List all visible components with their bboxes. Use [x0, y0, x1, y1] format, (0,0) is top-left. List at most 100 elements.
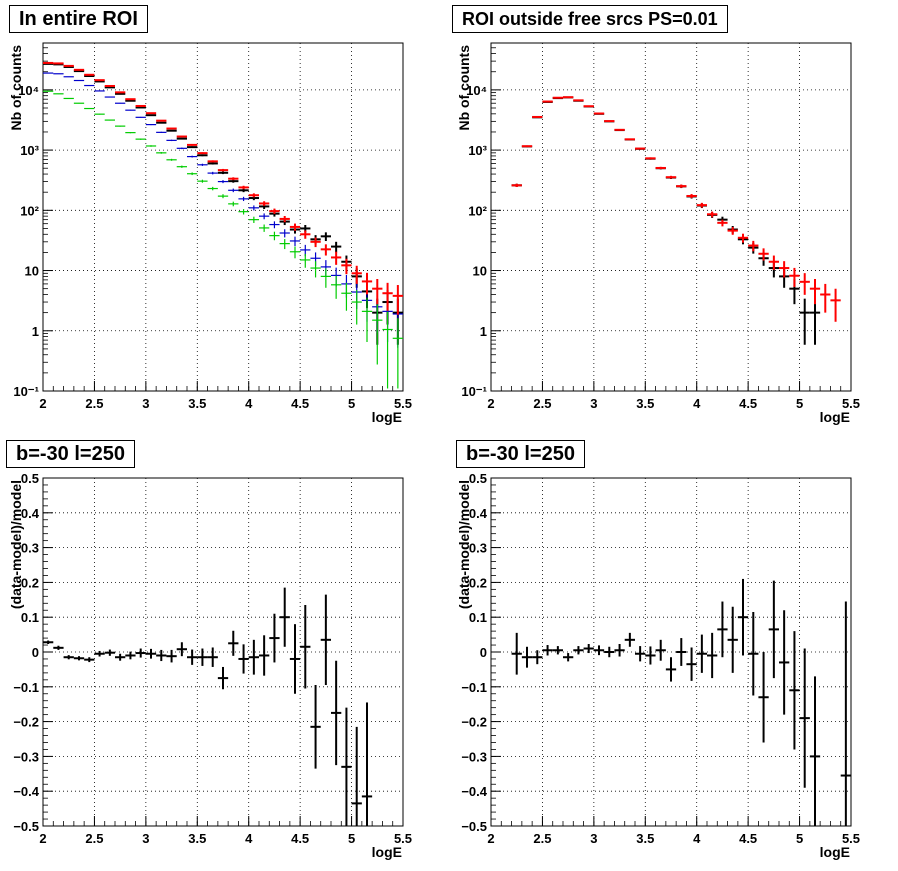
data-point [372, 279, 383, 305]
data-point [563, 653, 574, 662]
x-tick-label: 4.5 [291, 396, 309, 411]
data-point [809, 676, 821, 826]
data-point [727, 227, 738, 235]
y-tick-label: 0.4 [21, 506, 40, 521]
data-point [361, 702, 373, 826]
data-point [768, 255, 779, 270]
x-tick-label: 4.5 [739, 396, 757, 411]
data-point [207, 186, 218, 191]
data-point [758, 248, 769, 261]
x-tick-label: 4.5 [291, 831, 309, 846]
x-axis-label: logE [820, 409, 850, 425]
data-point [686, 647, 697, 681]
data-point [341, 707, 352, 826]
y-axis-label: Nb of counts [8, 45, 24, 131]
data-point [228, 179, 239, 183]
data-point [187, 155, 198, 158]
data-point [624, 632, 635, 647]
y-tick-label: 0 [480, 645, 487, 660]
data-point [331, 275, 342, 299]
data-point [310, 685, 321, 769]
x-tick-label: 3 [590, 831, 597, 846]
plot-frame [42, 42, 404, 392]
data-point [614, 128, 625, 131]
x-tick-label: 3.5 [188, 831, 206, 846]
x-tick-label: 5.5 [842, 831, 860, 846]
data-point [269, 208, 280, 214]
plot-frame [490, 42, 852, 392]
data-point [207, 647, 218, 667]
data-point [593, 645, 605, 656]
data-point [238, 188, 249, 193]
x-tick-label: 2 [487, 831, 494, 846]
data-point [727, 606, 738, 673]
data-point [248, 216, 259, 223]
data-point [779, 261, 790, 278]
data-point [351, 290, 362, 325]
data-point [238, 209, 249, 215]
y-tick-label: 10 [25, 264, 39, 279]
data-point [125, 109, 136, 111]
data-point [228, 188, 239, 193]
y-tick-label: 10⁻¹ [461, 384, 487, 399]
data-point [217, 168, 229, 172]
x-tick-label: 3.5 [636, 831, 654, 846]
y-tick-label: −0.2 [461, 715, 487, 730]
data-point [84, 107, 95, 110]
data-point [521, 646, 533, 668]
data-point [94, 650, 105, 657]
data-point [604, 646, 615, 658]
data-point [115, 653, 126, 661]
data-point [696, 634, 707, 673]
data-point [542, 645, 553, 656]
data-point [779, 610, 790, 715]
data-point [156, 121, 167, 124]
y-tick-label: −0.3 [13, 749, 39, 764]
x-tick-label: 2.5 [533, 396, 551, 411]
data-point [135, 104, 146, 107]
data-point [115, 125, 126, 127]
data-point [156, 649, 167, 662]
x-tick-label: 4 [245, 831, 253, 846]
data-point [217, 666, 229, 690]
panel-title-2: ROI outside free srcs PS=0.01 [452, 5, 728, 33]
y-tick-label: 0.3 [21, 541, 39, 556]
y-tick-label: 10⁴ [466, 83, 487, 98]
data-point [511, 632, 522, 675]
data-point [624, 138, 635, 141]
data-point [748, 611, 759, 696]
data-point [696, 202, 707, 208]
data-point [331, 241, 342, 253]
y-tick-label: −0.4 [461, 784, 487, 799]
data-point [799, 273, 810, 295]
data-point [228, 201, 239, 207]
data-point [717, 219, 728, 227]
data-point [84, 657, 95, 663]
panel-title-4: b=-30 l=250 [456, 440, 585, 468]
data-point [331, 251, 342, 265]
data-point [115, 91, 126, 94]
y-tick-label: 0.2 [21, 575, 39, 590]
data-point [104, 649, 115, 656]
y-tick-label: 0.5 [21, 471, 39, 486]
y-tick-label: 1 [480, 324, 487, 339]
data-point [217, 194, 229, 199]
data-point [217, 180, 229, 184]
data-point [197, 152, 208, 155]
x-tick-label: 2 [39, 831, 46, 846]
data-point [63, 655, 74, 660]
data-point [176, 137, 187, 140]
data-point [573, 646, 584, 655]
y-tick-label: −0.2 [13, 715, 39, 730]
data-point [351, 726, 362, 826]
data-point [809, 298, 821, 345]
data-point [686, 194, 697, 199]
data-point [392, 285, 403, 315]
data-point [125, 99, 136, 102]
data-point [135, 106, 146, 109]
data-point [665, 175, 677, 179]
data-point [382, 282, 393, 311]
data-point [830, 288, 841, 322]
